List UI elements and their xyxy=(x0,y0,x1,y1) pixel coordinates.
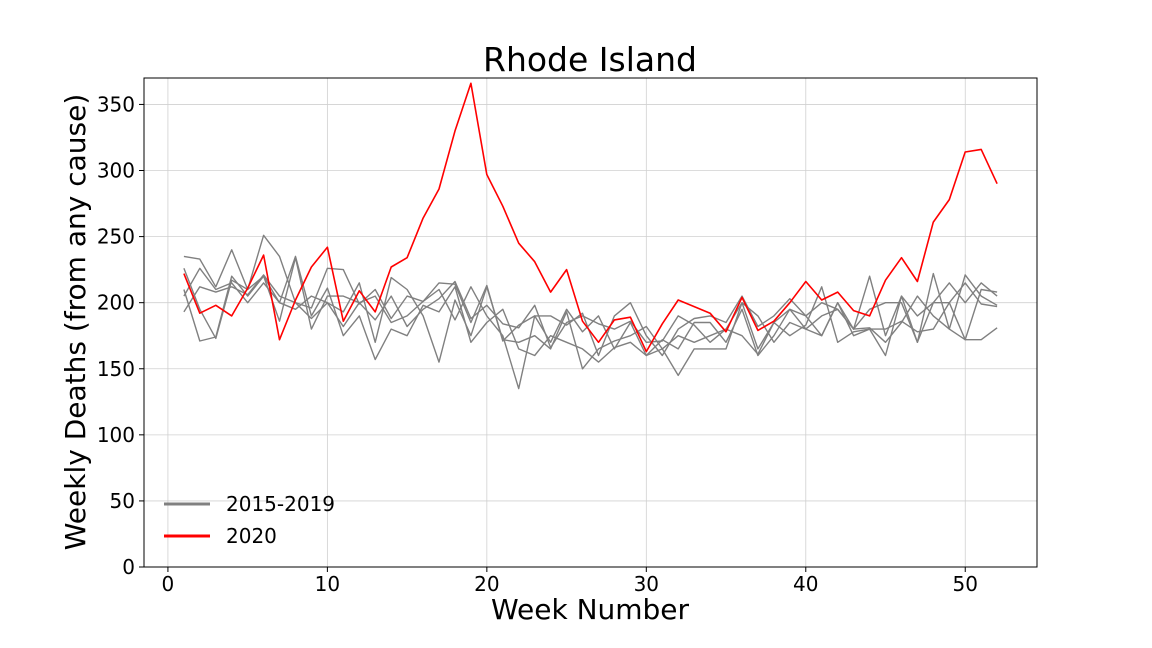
series-layer xyxy=(183,82,998,390)
legend-label-2020: 2020 xyxy=(226,524,277,548)
x-tick-label: 10 xyxy=(315,572,340,596)
x-tick-label: 30 xyxy=(634,572,659,596)
y-tick-label: 150 xyxy=(97,357,135,381)
y-tick-label: 350 xyxy=(97,92,135,116)
y-tick-label: 50 xyxy=(110,489,135,513)
series-line-2015-2019-4 xyxy=(183,267,998,370)
y-tick-label: 300 xyxy=(97,159,135,183)
x-tick-label: 50 xyxy=(953,572,978,596)
series-line-2015-2019-2 xyxy=(183,255,998,377)
x-tick-label: 40 xyxy=(793,572,818,596)
tick-layer: 0 10 20 30 40 50 0 50 100 150 200 250 300 350 xyxy=(97,92,978,596)
y-tick-label: 200 xyxy=(97,291,135,315)
x-tick-label: 20 xyxy=(474,572,499,596)
y-tick-label: 100 xyxy=(97,423,135,447)
y-tick-label: 0 xyxy=(122,555,135,579)
series-line-2015-2019-3 xyxy=(183,257,998,390)
x-axis-title: Week Number xyxy=(491,593,690,626)
y-tick-label: 250 xyxy=(97,225,135,249)
series-line-2015-2019-1 xyxy=(183,234,998,357)
grid-layer xyxy=(144,78,1037,568)
legend-label-2015-2019: 2015-2019 xyxy=(226,492,335,516)
series-line-2020 xyxy=(183,82,998,353)
chart-title: Rhode Island xyxy=(483,40,697,79)
x-tick-label: 0 xyxy=(162,572,175,596)
legend: 2015-2019 2020 xyxy=(164,492,335,548)
plot-frame xyxy=(143,77,1038,568)
series-line-2015-2019-5 xyxy=(183,274,998,355)
y-axis-title: Weekly Deaths (from any cause) xyxy=(59,94,92,551)
